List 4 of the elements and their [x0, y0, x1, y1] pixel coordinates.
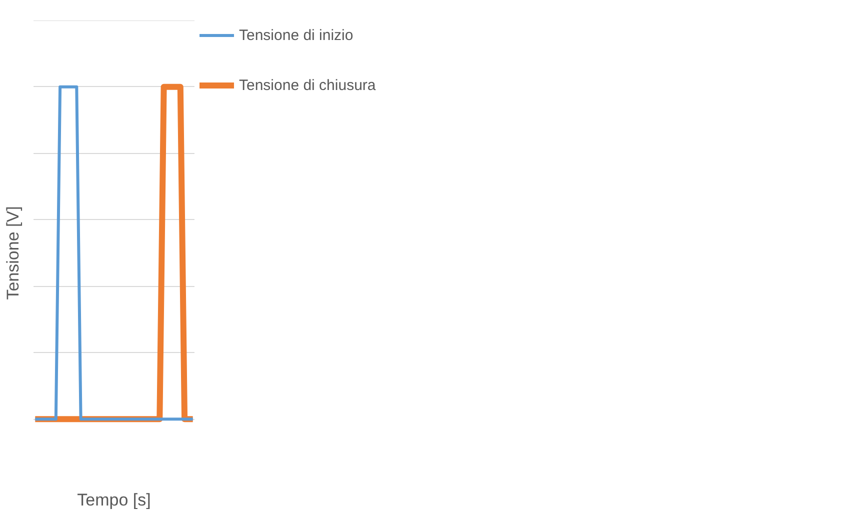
- y-axis-title: Tensione [V]: [4, 206, 22, 300]
- legend-label: Tensione di inizio: [239, 26, 354, 44]
- x-axis-title: Tempo [s]: [77, 490, 151, 510]
- legend-label: Tensione di chiusura: [239, 76, 376, 94]
